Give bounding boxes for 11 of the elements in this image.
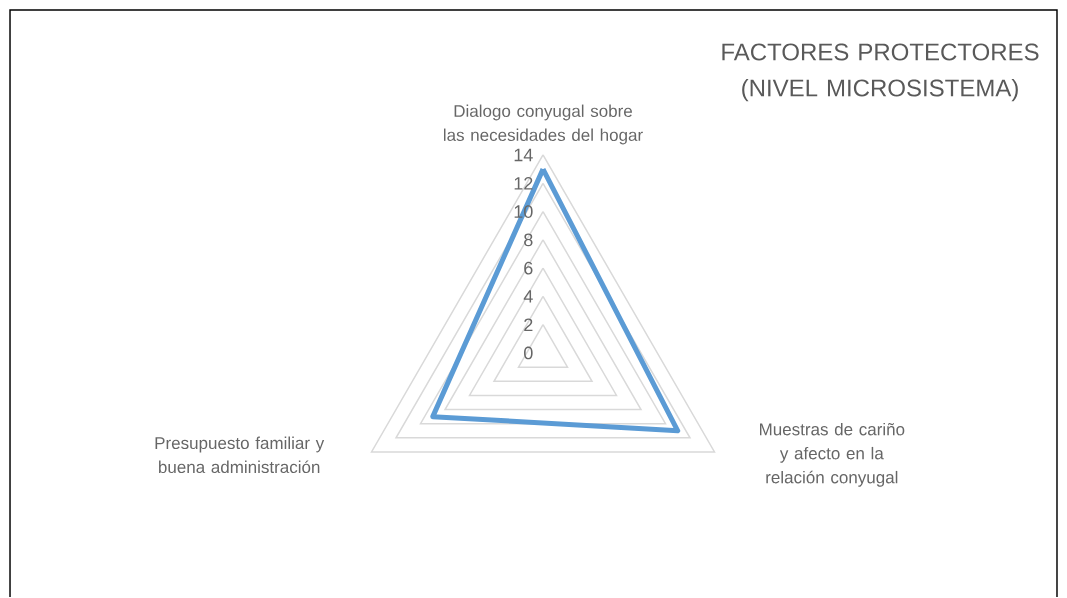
y-tick-label: 0: [524, 346, 533, 360]
y-tick-label: 6: [524, 261, 533, 275]
y-tick-label: 12: [514, 177, 533, 190]
spoke-label: Dialogo conyugal sobre las necesidades del hogar: [443, 104, 643, 145]
y-tick-label: 8: [524, 233, 533, 247]
y-tick-label: 4: [523, 290, 533, 303]
spoke-label: Presupuesto familiar y buena administración: [155, 436, 325, 474]
y-tick-label: 2: [524, 318, 533, 332]
chart-title: FACTORES PROTECTORES (NIVEL MICROSISTEMA): [722, 43, 1039, 102]
y-tick-label: 14: [514, 148, 533, 162]
spoke-label: Muestras de cariño y afecto en la relación conyugal: [760, 423, 905, 487]
